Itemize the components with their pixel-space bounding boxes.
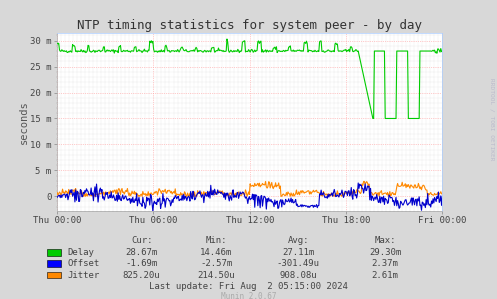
Text: 2.37m: 2.37m <box>372 259 399 268</box>
Text: 825.20u: 825.20u <box>123 271 161 280</box>
Text: Delay: Delay <box>67 248 94 257</box>
Text: Last update: Fri Aug  2 05:15:00 2024: Last update: Fri Aug 2 05:15:00 2024 <box>149 282 348 291</box>
Text: Avg:: Avg: <box>287 236 309 245</box>
Text: 14.46m: 14.46m <box>200 248 232 257</box>
Text: Offset: Offset <box>67 259 99 268</box>
Text: 908.08u: 908.08u <box>279 271 317 280</box>
Text: 28.67m: 28.67m <box>126 248 158 257</box>
Text: 214.50u: 214.50u <box>197 271 235 280</box>
Text: 2.61m: 2.61m <box>372 271 399 280</box>
Text: 29.30m: 29.30m <box>369 248 401 257</box>
Text: Min:: Min: <box>205 236 227 245</box>
Text: Munin 2.0.67: Munin 2.0.67 <box>221 292 276 299</box>
Title: NTP timing statistics for system peer - by day: NTP timing statistics for system peer - … <box>77 19 422 32</box>
Text: 27.11m: 27.11m <box>282 248 314 257</box>
Text: Jitter: Jitter <box>67 271 99 280</box>
Text: -1.69m: -1.69m <box>126 259 158 268</box>
Text: -2.57m: -2.57m <box>200 259 232 268</box>
Text: RRDTOOL / TOBI OETIKER: RRDTOOL / TOBI OETIKER <box>490 78 495 161</box>
Y-axis label: seconds: seconds <box>19 100 29 144</box>
Text: Max:: Max: <box>374 236 396 245</box>
Text: Cur:: Cur: <box>131 236 153 245</box>
Text: -301.49u: -301.49u <box>277 259 320 268</box>
